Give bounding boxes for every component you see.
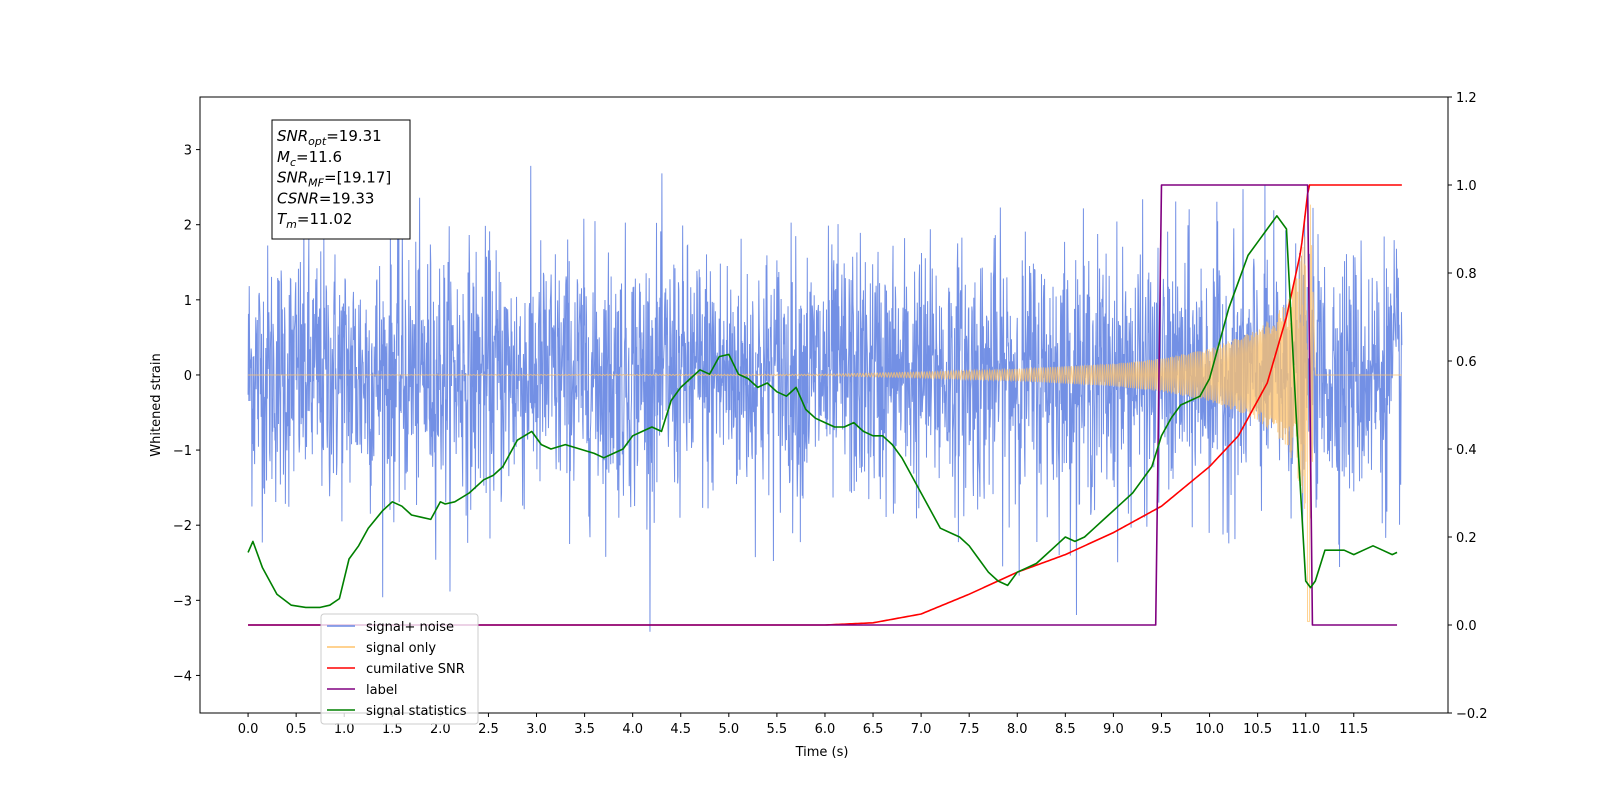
- legend-entry-label: signal only: [366, 641, 436, 656]
- annotation-line: Mc=11.6: [277, 148, 342, 169]
- x-tick-label: 1.5: [382, 722, 403, 737]
- x-tick-label: 2.0: [430, 722, 451, 737]
- x-tick-label: 4.5: [670, 722, 691, 737]
- y-tick-label: 3: [184, 144, 192, 159]
- y2-tick-label: 0.6: [1456, 355, 1477, 370]
- annotation-line: SNRopt=19.31: [277, 127, 382, 148]
- x-tick-label: 3.0: [526, 722, 547, 737]
- x-tick-label: 6.5: [863, 722, 884, 737]
- annotation-box-frame: [271, 119, 411, 240]
- x-tick-label: 6.0: [815, 722, 836, 737]
- y-tick-label: −3: [173, 594, 192, 609]
- annotation-value: =11.6: [296, 148, 342, 166]
- plot-frame: [199, 96, 1449, 714]
- x-tick-label: 7.5: [959, 722, 980, 737]
- y2-tick-label: 0.8: [1456, 267, 1477, 282]
- annotation-symbol: SNR: [277, 127, 308, 145]
- annotation-value: =19.33: [319, 189, 375, 207]
- signal-statistics-series: [247, 215, 1398, 609]
- label-series: [248, 184, 1398, 626]
- x-axis-ticks: 0.0 0.5 1.0 1.5 2.0 2.5 3.0 3.5 4.0 4.5 5.0 5.5 6.0 6…: [238, 713, 1368, 737]
- annotation-box: SNRopt=19.31Mc=11.6SNRMF=[19.17]CSNR=19.…: [271, 119, 411, 240]
- y2-tick-label: 1.2: [1456, 91, 1477, 106]
- annotation-symbol: T: [277, 210, 288, 228]
- y-tick-label: −2: [173, 519, 192, 534]
- annotation-subscript: opt: [308, 135, 327, 148]
- x-tick-label: 3.5: [574, 722, 595, 737]
- annotation-line: SNRMF=[19.17]: [277, 169, 391, 190]
- x-tick-label: 0.5: [286, 722, 307, 737]
- label-line: [248, 184, 1398, 626]
- x-tick-label: 5.0: [718, 722, 739, 737]
- y-axis-ticks: 3 2 1 0 −1 −2 −3 −4: [173, 144, 200, 684]
- y2-tick-label: 1.0: [1456, 179, 1477, 194]
- annotation-subscript: MF: [308, 177, 324, 190]
- y2-axis-ticks: 1.2 1.0 0.8 0.6 0.4 0.2 0.0 −0.2: [1448, 91, 1488, 722]
- annotation-value: =[19.17]: [324, 169, 391, 187]
- annotation-line: Tm=11.02: [277, 210, 352, 231]
- x-tick-label: 5.5: [767, 722, 788, 737]
- x-tick-label: 9.5: [1151, 722, 1172, 737]
- y-tick-label: 1: [184, 294, 192, 309]
- legend-frame: [320, 613, 479, 725]
- y2-tick-label: 0.0: [1456, 619, 1477, 634]
- annotation-value: =19.31: [326, 127, 382, 145]
- x-tick-label: 2.5: [478, 722, 499, 737]
- annotation-symbol: M: [277, 148, 290, 166]
- x-tick-label: 11.0: [1291, 722, 1320, 737]
- x-tick-label: 1.0: [334, 722, 355, 737]
- annotation-subscript: m: [286, 218, 297, 231]
- annotation-symbol: CSNR: [277, 189, 319, 207]
- x-tick-label: 7.0: [911, 722, 932, 737]
- legend: signal+ noise signal only cumilative SNR la…: [320, 613, 479, 725]
- y-tick-label: −4: [173, 669, 192, 684]
- x-tick-label: 8.5: [1055, 722, 1076, 737]
- legend-entry-label: label: [366, 683, 397, 698]
- y-axis-label: Whitened strain: [149, 353, 164, 456]
- y-tick-label: −1: [173, 444, 192, 459]
- x-tick-label: 11.5: [1339, 722, 1368, 737]
- x-tick-label: 10.0: [1195, 722, 1224, 737]
- x-tick-label: 4.0: [622, 722, 643, 737]
- annotation-value: =11.02: [297, 210, 353, 228]
- x-axis-label: Time (s): [795, 745, 849, 760]
- y-tick-label: 0: [184, 369, 192, 384]
- y2-tick-label: 0.4: [1456, 443, 1477, 458]
- legend-entry-label: signal+ noise: [366, 620, 454, 635]
- legend-entry-label: cumilative SNR: [366, 662, 465, 677]
- x-tick-label: 9.0: [1103, 722, 1124, 737]
- x-tick-label: 10.5: [1243, 722, 1272, 737]
- y-tick-label: 2: [184, 219, 192, 234]
- signal-statistics-line: [247, 215, 1398, 609]
- y2-tick-label: −0.2: [1456, 707, 1488, 722]
- annotation-symbol: SNR: [277, 169, 308, 187]
- x-tick-label: 0.0: [238, 722, 259, 737]
- annotation-line: CSNR=19.33: [277, 189, 374, 207]
- annotation-subscript: c: [290, 156, 296, 169]
- legend-entry-label: signal statistics: [366, 704, 467, 719]
- y2-tick-label: 0.2: [1456, 531, 1477, 546]
- x-tick-label: 8.0: [1007, 722, 1028, 737]
